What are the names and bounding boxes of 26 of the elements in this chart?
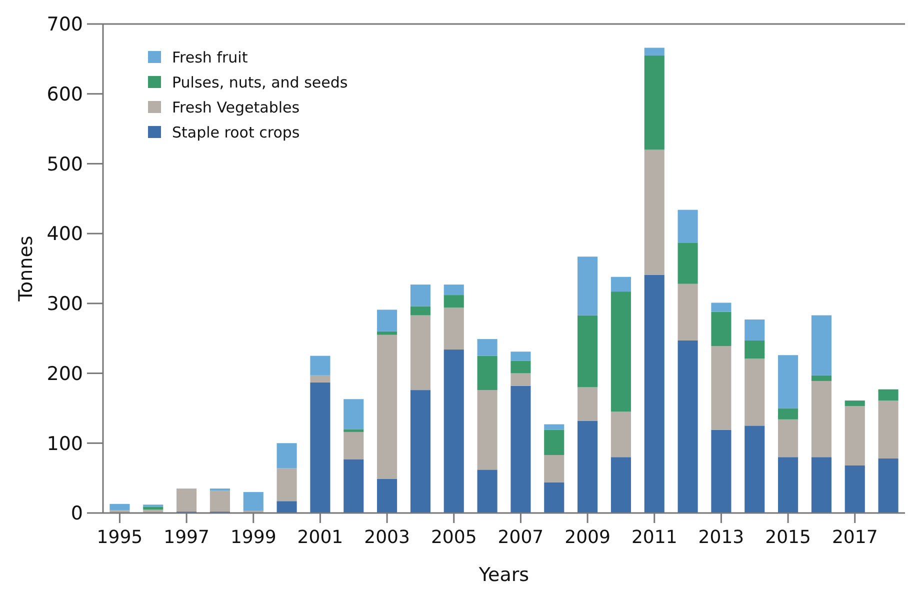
- y-tick-label: 500: [46, 153, 83, 176]
- x-tick-label: 2009: [564, 527, 610, 548]
- x-tick-label: 1999: [230, 527, 276, 548]
- x-tick-label: 1997: [164, 527, 210, 548]
- legend-label: Fresh Vegetables: [172, 98, 300, 116]
- y-tick-label: 600: [46, 84, 83, 106]
- y-tick-label: 0: [70, 502, 83, 525]
- x-tick-label: 1995: [96, 527, 143, 548]
- x-tick-label: 2013: [698, 527, 744, 548]
- x-axis-title: Years: [478, 564, 530, 586]
- x-tick-label: 2015: [765, 527, 811, 548]
- x-tick-label: 2001: [297, 527, 344, 548]
- x-tick-label: 2011: [631, 527, 678, 548]
- x-tick-label: 2007: [498, 527, 544, 548]
- x-tick-label: 2003: [364, 527, 410, 548]
- legend-label: Fresh fruit: [172, 48, 248, 66]
- legend-label: Pulses, nuts, and seeds: [172, 73, 348, 92]
- y-tick-label: 200: [46, 362, 83, 385]
- y-tick-label: 400: [46, 223, 83, 246]
- x-tick-label: 2005: [430, 527, 477, 548]
- y-tick-label: 300: [46, 293, 83, 316]
- legend-label: Staple root crops: [172, 123, 300, 142]
- x-tick-label: 2017: [832, 527, 878, 548]
- y-axis-title: Tonnes: [15, 236, 37, 302]
- y-tick-label: 700: [46, 14, 83, 36]
- y-tick-label: 100: [46, 432, 83, 455]
